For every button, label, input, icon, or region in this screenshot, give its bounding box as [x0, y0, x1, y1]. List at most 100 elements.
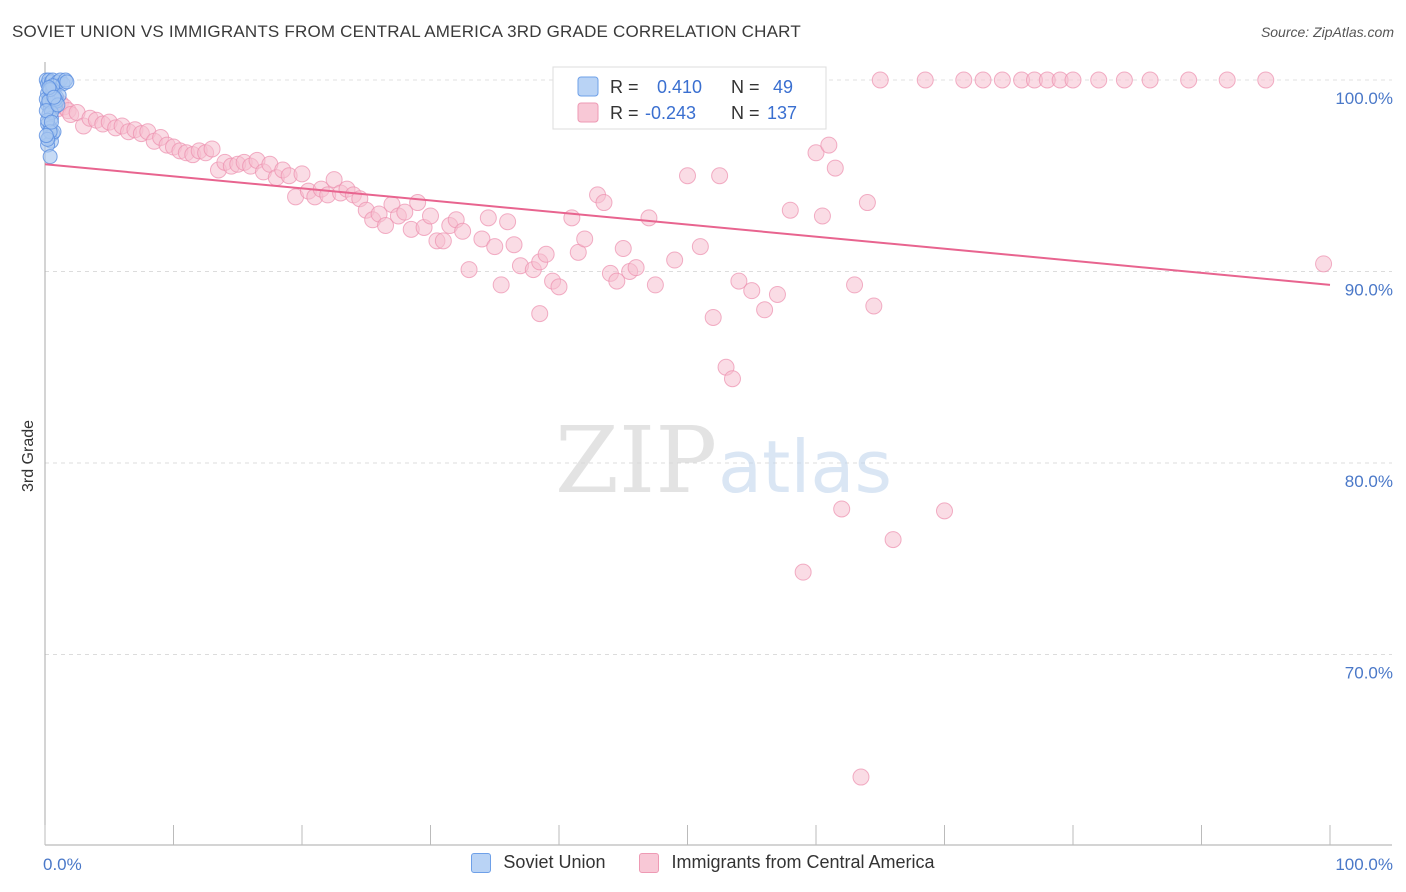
- data-point-immigrants: [293, 165, 311, 183]
- data-point-immigrants: [434, 232, 452, 250]
- legend-label: Soviet Union: [503, 852, 606, 872]
- data-point-immigrants: [550, 278, 568, 296]
- data-point-immigrants: [627, 259, 645, 277]
- chart-title: SOVIET UNION VS IMMIGRANTS FROM CENTRAL …: [12, 22, 801, 41]
- data-point-immigrants: [852, 768, 870, 786]
- data-point-immigrants: [409, 194, 427, 212]
- data-point-immigrants: [691, 238, 709, 256]
- y-tick-label: 100.0%: [1335, 89, 1393, 108]
- stats-legend: R = 0.410 N = 49 R = -0.243 N = 137: [552, 66, 827, 130]
- data-point-immigrants: [993, 71, 1011, 89]
- trend-lines: [44, 163, 1331, 286]
- data-point-immigrants: [499, 213, 517, 231]
- data-point-immigrants: [846, 276, 864, 294]
- data-point-immigrants: [492, 276, 510, 294]
- data-point-immigrants: [826, 159, 844, 177]
- y-axis-title: 3rd Grade: [20, 420, 37, 492]
- data-point-immigrants: [531, 305, 549, 323]
- data-point-immigrants: [756, 301, 774, 319]
- x-tick-label-start: 0.0%: [43, 855, 82, 874]
- data-point-immigrants: [1115, 71, 1133, 89]
- data-point-immigrants: [807, 144, 825, 162]
- legend-swatch-soviet: [577, 76, 599, 97]
- data-point-immigrants: [833, 500, 851, 518]
- data-point-immigrants: [679, 167, 696, 185]
- data-point-immigrants: [377, 217, 395, 235]
- data-point-immigrants: [1315, 255, 1333, 273]
- trendline-immigrants: [44, 163, 1331, 286]
- data-point-immigrants: [1141, 71, 1159, 89]
- data-point-immigrants: [479, 209, 497, 227]
- data-point-immigrants: [595, 194, 613, 212]
- data-point-immigrants: [813, 207, 831, 225]
- data-point-immigrants: [576, 230, 594, 248]
- data-point-immigrants: [1218, 71, 1236, 89]
- legend-swatch: [471, 852, 492, 873]
- data-point-immigrants: [1180, 71, 1198, 89]
- legend-label: Immigrants from Central America: [671, 852, 935, 872]
- legend-n-value-2: 137: [767, 103, 797, 123]
- legend-item-soviet[interactable]: Soviet Union: [471, 852, 605, 873]
- x-tick-label-end: 100.0%: [1335, 855, 1393, 874]
- y-tick-label: 70.0%: [1345, 664, 1393, 683]
- legend-swatch-immigrants: [577, 102, 599, 123]
- data-point-immigrants: [711, 167, 729, 185]
- data-point-immigrants: [454, 222, 472, 240]
- zip-atlas-watermark: ZIP atlas: [555, 407, 892, 514]
- data-point-immigrants: [768, 285, 786, 303]
- data-point-immigrants: [1064, 71, 1082, 89]
- data-point-immigrants: [884, 531, 902, 549]
- watermark-zip: ZIP: [555, 407, 717, 514]
- data-point-immigrants: [646, 276, 664, 294]
- data-point-soviet: [43, 114, 59, 130]
- data-point-immigrants: [614, 240, 632, 258]
- data-point-immigrants: [486, 238, 504, 256]
- data-point-immigrants: [1257, 71, 1275, 89]
- y-tick-label: 80.0%: [1345, 472, 1393, 491]
- legend-n-label-2: N =: [731, 103, 760, 123]
- legend-n-value-1: 49: [773, 77, 793, 97]
- data-point-immigrants: [640, 209, 658, 227]
- data-point-soviet: [38, 128, 54, 144]
- data-point-immigrants: [473, 230, 491, 248]
- data-point-immigrants: [422, 207, 439, 225]
- watermark-atlas: atlas: [718, 425, 892, 509]
- data-point-immigrants: [955, 71, 973, 89]
- data-point-immigrants: [916, 71, 934, 89]
- legend-r-label-1: R =: [610, 77, 639, 97]
- data-point-immigrants: [820, 136, 838, 154]
- x-tick-labels: 0.0% 100.0%: [43, 855, 1393, 874]
- legend-r-label-2: R =: [610, 103, 639, 123]
- data-point-soviet: [42, 149, 58, 165]
- data-point-immigrants: [794, 563, 812, 581]
- data-point-soviet: [46, 89, 62, 105]
- legend-n-label-1: N =: [731, 77, 760, 97]
- legend-item-immigrants[interactable]: Immigrants from Central America: [639, 852, 935, 873]
- data-point-immigrants: [203, 140, 221, 158]
- data-point-immigrants: [858, 194, 876, 212]
- legend-r-value-1: 0.410: [657, 77, 702, 97]
- data-point-immigrants: [781, 201, 799, 219]
- data-point-immigrants: [1090, 71, 1108, 89]
- data-point-immigrants: [460, 261, 478, 279]
- series-soviet-points: [38, 72, 75, 165]
- data-point-immigrants: [974, 71, 992, 89]
- data-point-immigrants: [666, 251, 684, 269]
- data-point-immigrants: [723, 370, 741, 388]
- data-point-immigrants: [505, 236, 523, 254]
- source-credit: Source: ZipAtlas.com: [1260, 24, 1394, 40]
- data-point-immigrants: [865, 297, 883, 315]
- data-point-immigrants: [537, 245, 555, 263]
- data-point-soviet: [59, 74, 75, 90]
- data-point-immigrants: [396, 203, 414, 221]
- y-tick-label: 90.0%: [1345, 281, 1393, 300]
- data-point-immigrants: [871, 71, 889, 89]
- data-point-immigrants: [936, 502, 953, 520]
- y-tick-labels: 70.0% 80.0% 90.0% 100.0%: [1335, 89, 1393, 683]
- data-point-immigrants: [743, 282, 761, 300]
- legend-r-value-2: -0.243: [645, 103, 696, 123]
- data-point-immigrants: [730, 272, 748, 290]
- data-point-immigrants: [704, 308, 722, 326]
- legend-swatch: [639, 852, 660, 873]
